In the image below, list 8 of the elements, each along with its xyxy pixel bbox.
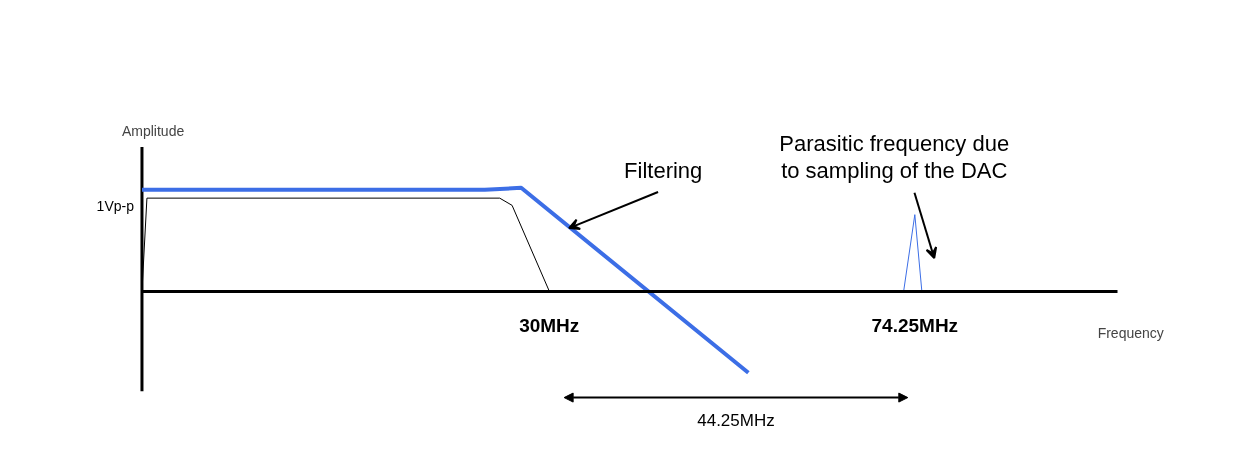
x-tick-label: 74.25MHz bbox=[871, 315, 959, 337]
x-axis-title: Frequency bbox=[1097, 325, 1164, 342]
text: 44.25MHz bbox=[697, 410, 775, 430]
x-tick-label: 30MHz bbox=[519, 315, 580, 337]
text: Parasitic frequency due to sampling of the DAC bbox=[779, 131, 1010, 184]
text: 1Vp-p bbox=[96, 198, 135, 215]
y-axis-title: Amplitude bbox=[121, 123, 185, 140]
annotation: Filtering bbox=[624, 158, 703, 184]
